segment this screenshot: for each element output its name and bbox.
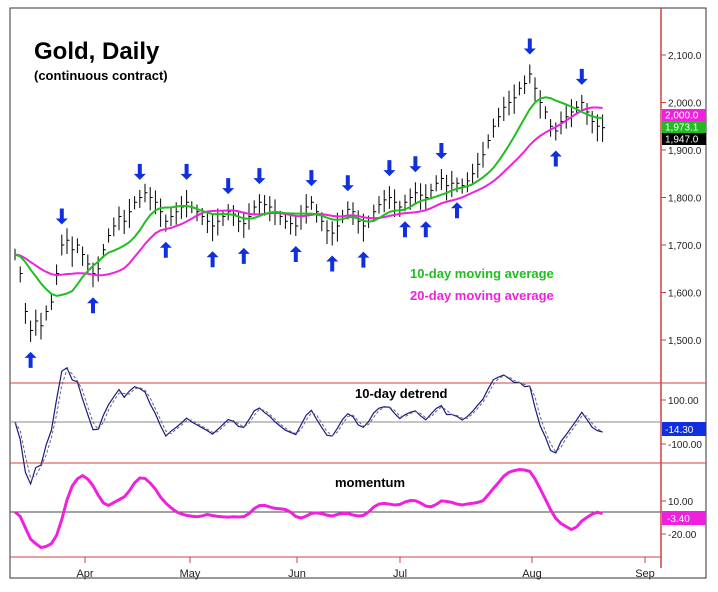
up-arrow-icon bbox=[159, 241, 172, 258]
down-arrow-icon bbox=[305, 170, 318, 187]
x-tick-label: Sep bbox=[635, 568, 655, 580]
chart-title: Gold, Daily bbox=[34, 38, 160, 65]
momentum-tick-label: -20.00 bbox=[668, 530, 697, 541]
price-tick-label: 1,500.0 bbox=[668, 336, 702, 347]
ma20-last-label: 2,000.0 bbox=[665, 111, 699, 122]
x-tick-label: Aug bbox=[522, 568, 542, 580]
detrend-signal-line bbox=[14, 368, 603, 479]
down-arrow-icon bbox=[55, 208, 68, 225]
down-arrow-icon bbox=[341, 175, 354, 192]
momentum-last-label: -3.40 bbox=[667, 514, 690, 525]
momentum-tick-label: 10.00 bbox=[668, 497, 693, 508]
momentum-title: momentum bbox=[335, 475, 406, 490]
momentum-last-bg bbox=[662, 511, 706, 525]
close-last-label-bg bbox=[662, 133, 706, 145]
up-arrow-icon bbox=[24, 351, 37, 368]
detrend-line bbox=[14, 366, 603, 486]
chart-subtitle: (continuous contract) bbox=[34, 68, 168, 83]
down-arrow-icon bbox=[222, 178, 235, 195]
ma20-line bbox=[14, 106, 603, 277]
up-arrow-icon bbox=[399, 221, 411, 238]
up-arrow-icon bbox=[419, 221, 432, 238]
up-arrow-icon bbox=[326, 255, 339, 272]
down-arrow-icon bbox=[133, 163, 146, 180]
detrend-last-bg bbox=[662, 422, 706, 436]
up-arrow-icon bbox=[289, 245, 302, 262]
x-tick-label: Jul bbox=[393, 568, 407, 580]
down-arrow-icon bbox=[383, 160, 396, 177]
up-arrow-icon bbox=[549, 150, 562, 167]
down-arrow-icon bbox=[575, 68, 588, 85]
x-tick-label: May bbox=[180, 568, 201, 580]
ma10-last-label: 1,973.1 bbox=[665, 123, 699, 134]
x-tick-label: Jun bbox=[288, 568, 306, 580]
ma20-last-label-bg bbox=[662, 109, 706, 121]
detrend-tick-label: -100.00 bbox=[668, 440, 702, 451]
detrend-title: 10-day detrend bbox=[355, 386, 448, 401]
down-arrow-icon bbox=[180, 163, 193, 180]
price-tick-label: 1,700.0 bbox=[668, 241, 702, 252]
price-tick-label: 1,600.0 bbox=[668, 289, 702, 300]
up-arrow-icon bbox=[451, 202, 463, 219]
up-arrow-icon bbox=[237, 247, 250, 264]
legend-ma10: 10-day moving average bbox=[410, 266, 554, 281]
up-arrow-icon bbox=[87, 297, 99, 314]
down-arrow-icon bbox=[435, 143, 448, 159]
down-arrow-icon bbox=[523, 38, 536, 55]
down-arrow-icon bbox=[253, 168, 266, 185]
price-tick-label: 2,000.0 bbox=[668, 99, 702, 110]
close-last-label: 1,947.0 bbox=[665, 135, 699, 146]
ma10-line bbox=[14, 96, 603, 297]
momentum-line bbox=[14, 468, 603, 550]
up-arrow-icon bbox=[206, 251, 219, 268]
detrend-tick-label: 100.00 bbox=[668, 396, 699, 407]
legend-ma20: 20-day moving average bbox=[410, 288, 554, 303]
ma10-last-label-bg bbox=[662, 121, 706, 133]
x-tick-label: Apr bbox=[76, 568, 93, 580]
plot-frame bbox=[9, 7, 707, 579]
detrend-last-label: -14.30 bbox=[665, 425, 694, 436]
up-arrow-icon bbox=[357, 251, 370, 268]
price-tick-label: 2,100.0 bbox=[668, 51, 702, 62]
price-tick-label: 1,900.0 bbox=[668, 146, 702, 157]
down-arrow-icon bbox=[409, 156, 422, 173]
price-tick-label: 1,800.0 bbox=[668, 194, 702, 205]
